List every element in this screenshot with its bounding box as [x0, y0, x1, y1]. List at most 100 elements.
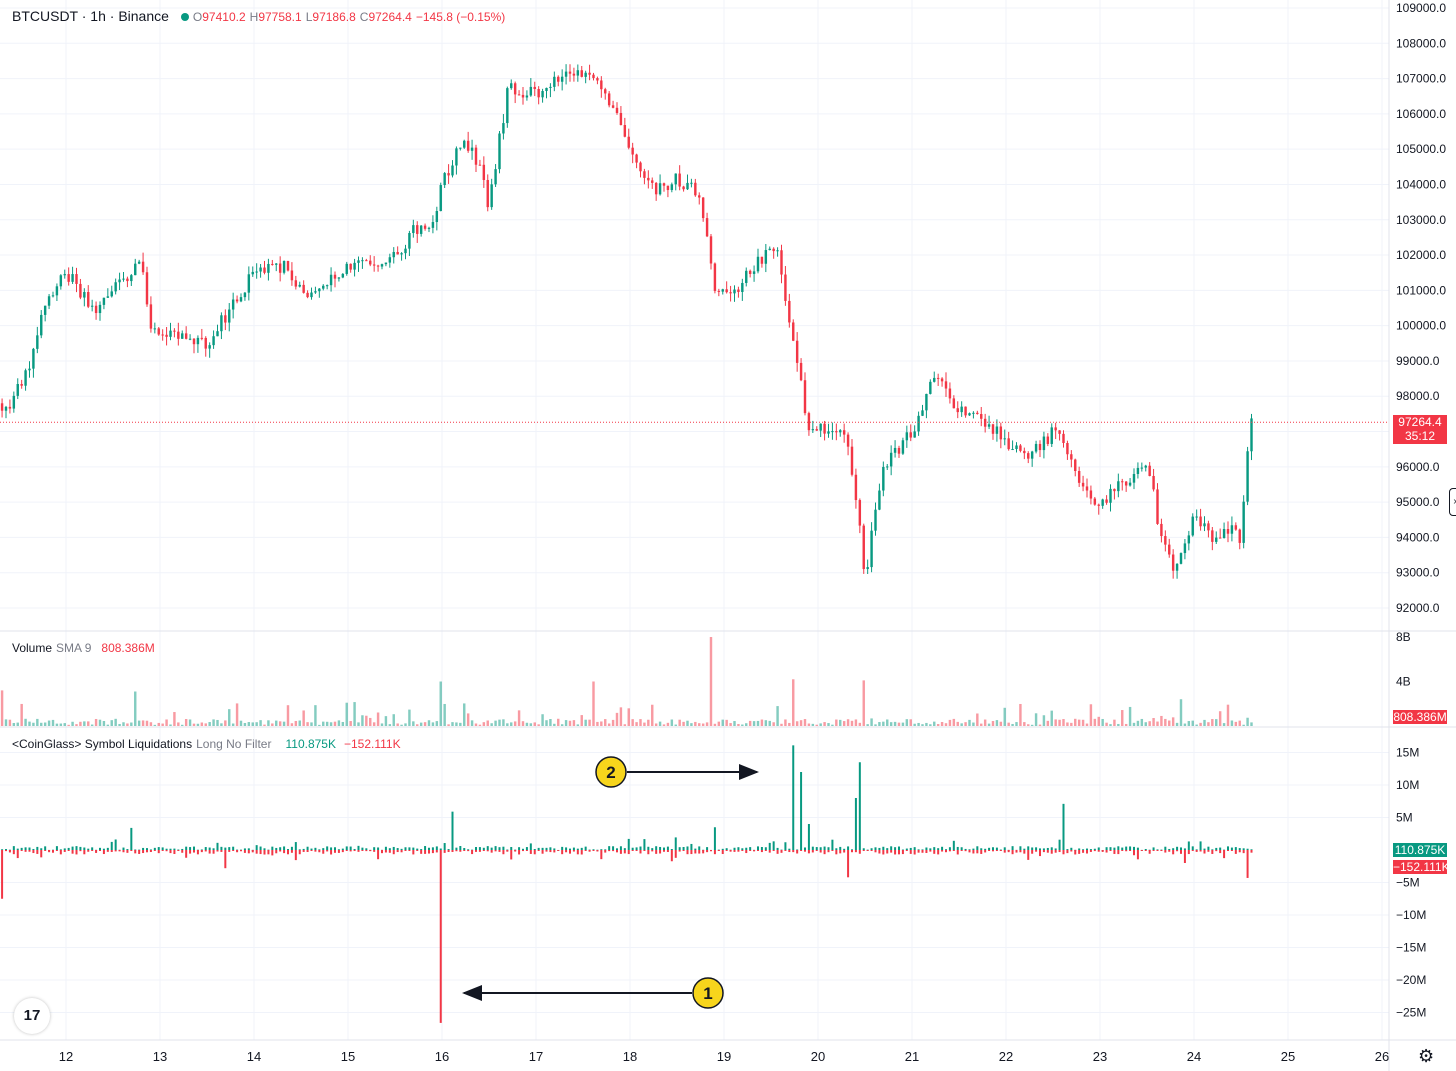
liquidation-short-bar	[181, 850, 184, 853]
liquidation-short-bar	[55, 850, 58, 851]
volume-bar	[513, 721, 517, 726]
volume-bar	[157, 722, 160, 726]
volume-bar	[286, 705, 290, 726]
volume-legend[interactable]: Volume SMA 9 808.386M	[12, 641, 159, 655]
candle-body	[733, 289, 736, 294]
liquidation-short-bar	[1042, 850, 1045, 853]
liquidation-short-bar	[627, 850, 630, 855]
liquidation-long-bar	[584, 846, 587, 850]
volume-bar	[976, 713, 979, 726]
liquidation-short-bar	[878, 850, 881, 854]
change-value: −145.8 (−0.15%)	[415, 10, 506, 24]
close-value: 97264.4	[368, 10, 412, 24]
scroll-right-button[interactable]: ›	[1449, 488, 1456, 516]
volume-bar	[1144, 722, 1147, 726]
liquidation-long-bar	[490, 847, 493, 850]
liquidation-long-bar	[941, 846, 944, 850]
candle-body	[1242, 501, 1245, 543]
volume-bar	[145, 720, 149, 726]
candle-body	[24, 370, 27, 386]
liquidation-long-bar	[537, 847, 540, 850]
liquidation-short-bar	[1132, 850, 1135, 856]
liquidation-short-bar	[1226, 850, 1229, 851]
liquidation-short-bar	[948, 850, 951, 852]
liquidation-short-bar	[1203, 850, 1206, 854]
liquidation-short-bar	[600, 850, 603, 860]
liquidation-long-bar	[862, 848, 865, 850]
liquidation-long-bar	[894, 847, 897, 850]
candle-body	[842, 430, 846, 435]
liquidation-long-bar	[373, 847, 376, 850]
liquidation-short-bar	[459, 850, 462, 852]
candle-body	[529, 86, 533, 96]
candle-body	[1038, 443, 1042, 451]
liquidation-short-bar	[694, 850, 697, 854]
liquidation-long-bar	[416, 848, 419, 850]
volume-bar	[1121, 710, 1124, 726]
volume-bar	[243, 722, 247, 726]
liquidation-short-bar	[1199, 850, 1202, 852]
liquidation-long-bar	[322, 848, 325, 850]
volume-bar	[1128, 706, 1132, 726]
candle-body	[1121, 481, 1124, 483]
liquidation-long-bar	[913, 847, 916, 850]
liquidation-short-bar	[24, 850, 27, 852]
liquidation-short-bar	[1215, 850, 1218, 852]
tradingview-logo[interactable]: 17	[14, 998, 50, 1034]
candle-body	[682, 186, 685, 190]
liquidation-short-bar	[647, 850, 650, 855]
liquidation-long-bar	[1054, 848, 1057, 850]
liquidation-long-bar	[478, 847, 481, 850]
volume-bar	[1242, 724, 1245, 726]
liquidation-short-bar	[204, 850, 207, 852]
volume-bar	[764, 720, 768, 726]
volume-bar	[999, 721, 1003, 726]
volume-bar	[987, 723, 991, 726]
liquidation-long-bar	[392, 846, 395, 850]
liquidation-long-bar	[87, 848, 90, 850]
volume-bar	[819, 723, 822, 726]
candle-body	[59, 275, 63, 287]
price-tick-label: 102000.0	[1396, 248, 1446, 262]
volume-bar	[361, 715, 364, 726]
candle-body	[392, 251, 395, 258]
candle-body	[862, 525, 865, 570]
volume-bar	[1164, 718, 1167, 726]
liquidation-long-bar	[204, 847, 207, 850]
candle-body	[823, 423, 826, 434]
liquidation-long-bar	[521, 848, 524, 850]
volume-bar	[870, 718, 873, 726]
candle-body	[122, 278, 125, 280]
time-tick-label: 20	[811, 1049, 825, 1064]
volume-bar	[1042, 715, 1046, 726]
liquidation-long-bar	[83, 847, 86, 850]
time-tick-label: 19	[717, 1049, 731, 1064]
candle-body	[1183, 543, 1187, 554]
symbol-title[interactable]: BTCUSDT · 1h · Binance	[12, 8, 169, 24]
liquidation-short-bar	[40, 850, 43, 858]
liquidation-short-bar	[819, 850, 822, 853]
liquidation-short-bar	[478, 850, 481, 852]
volume-bar	[302, 710, 305, 726]
liquidation-long-bar	[964, 848, 967, 850]
liquidation-long-bar	[36, 846, 39, 850]
candle-body	[584, 72, 587, 77]
liquidation-short-bar	[196, 850, 199, 855]
volume-bar	[1011, 723, 1014, 726]
liquidation-legend[interactable]: <CoinGlass> Symbol Liquidations Long No F…	[12, 737, 405, 751]
liquidation-long-bar	[12, 846, 15, 850]
annotations: 12	[462, 756, 759, 1009]
candle-body	[1222, 529, 1226, 539]
liquidation-long-bar	[792, 745, 795, 850]
liquidation-long-bar	[952, 840, 955, 850]
liquidation-short-bar	[506, 850, 509, 852]
candle-body	[537, 89, 540, 98]
gear-icon[interactable]: ⚙	[1418, 1046, 1435, 1066]
volume-bar	[792, 679, 795, 726]
candle-body	[384, 262, 388, 265]
liquidation-short-bar	[635, 850, 638, 851]
liquidation-short-bar	[706, 850, 709, 853]
candle-body	[968, 413, 971, 416]
liquidation-short-bar	[1023, 850, 1026, 854]
